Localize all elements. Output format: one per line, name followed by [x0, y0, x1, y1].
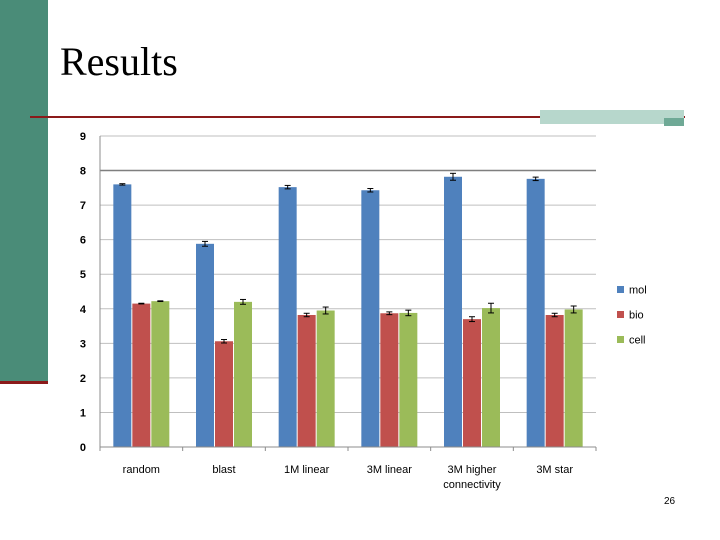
legend-swatch-bio: [617, 311, 624, 318]
bar-mol: [278, 187, 297, 448]
y-tick-label: 2: [80, 373, 86, 385]
bar-mol: [113, 184, 132, 447]
bar-bio: [215, 341, 233, 447]
legend-label-bio: bio: [629, 310, 644, 322]
title-accent-block-dark: [664, 118, 684, 126]
legend-label-mol: mol: [629, 285, 647, 297]
legend-label-cell: cell: [629, 335, 646, 347]
y-tick-label: 7: [80, 200, 86, 212]
bar-mol: [526, 178, 545, 448]
bar-bio: [132, 303, 151, 447]
x-tick-label: blast: [212, 464, 235, 476]
y-tick-label: 6: [80, 235, 86, 247]
y-tick-label: 8: [80, 166, 86, 178]
y-tick-label: 3: [80, 338, 86, 350]
bar-cell: [151, 301, 170, 447]
title-accent-block: [540, 110, 684, 124]
sidebar-accent: [0, 0, 48, 384]
bar-cell: [399, 312, 418, 447]
x-tick-label: 3M higher: [448, 464, 497, 476]
bar-mol: [361, 190, 380, 447]
bar-cell: [564, 309, 583, 447]
x-tick-label: 3M star: [536, 464, 573, 476]
x-tick-label: 1M linear: [284, 464, 330, 476]
y-tick-label: 1: [80, 407, 86, 419]
x-tick-label: 3M linear: [367, 464, 413, 476]
y-tick-label: 9: [80, 131, 86, 143]
bar-cell: [316, 310, 335, 447]
page-title: Results: [60, 39, 178, 84]
bar-bio: [297, 314, 316, 447]
bar-cell: [234, 301, 252, 447]
bar-bio: [545, 314, 564, 447]
plot-area: [100, 136, 596, 447]
bar-bio: [463, 319, 481, 447]
x-tick-label: random: [123, 464, 160, 476]
bar-mol: [444, 176, 462, 447]
y-tick-label: 0: [80, 442, 86, 454]
bar-cell: [482, 308, 500, 447]
bar-bio: [380, 313, 399, 447]
legend-swatch-mol: [617, 286, 624, 293]
legend-swatch-cell: [617, 336, 624, 343]
page-number: 26: [664, 496, 676, 507]
bar-mol: [196, 243, 214, 447]
y-tick-label: 4: [80, 304, 87, 316]
sidebar-accent-rule: [0, 381, 48, 384]
title-divider: [30, 116, 685, 118]
x-tick-label: connectivity: [443, 479, 501, 491]
y-tick-label: 5: [80, 269, 86, 281]
